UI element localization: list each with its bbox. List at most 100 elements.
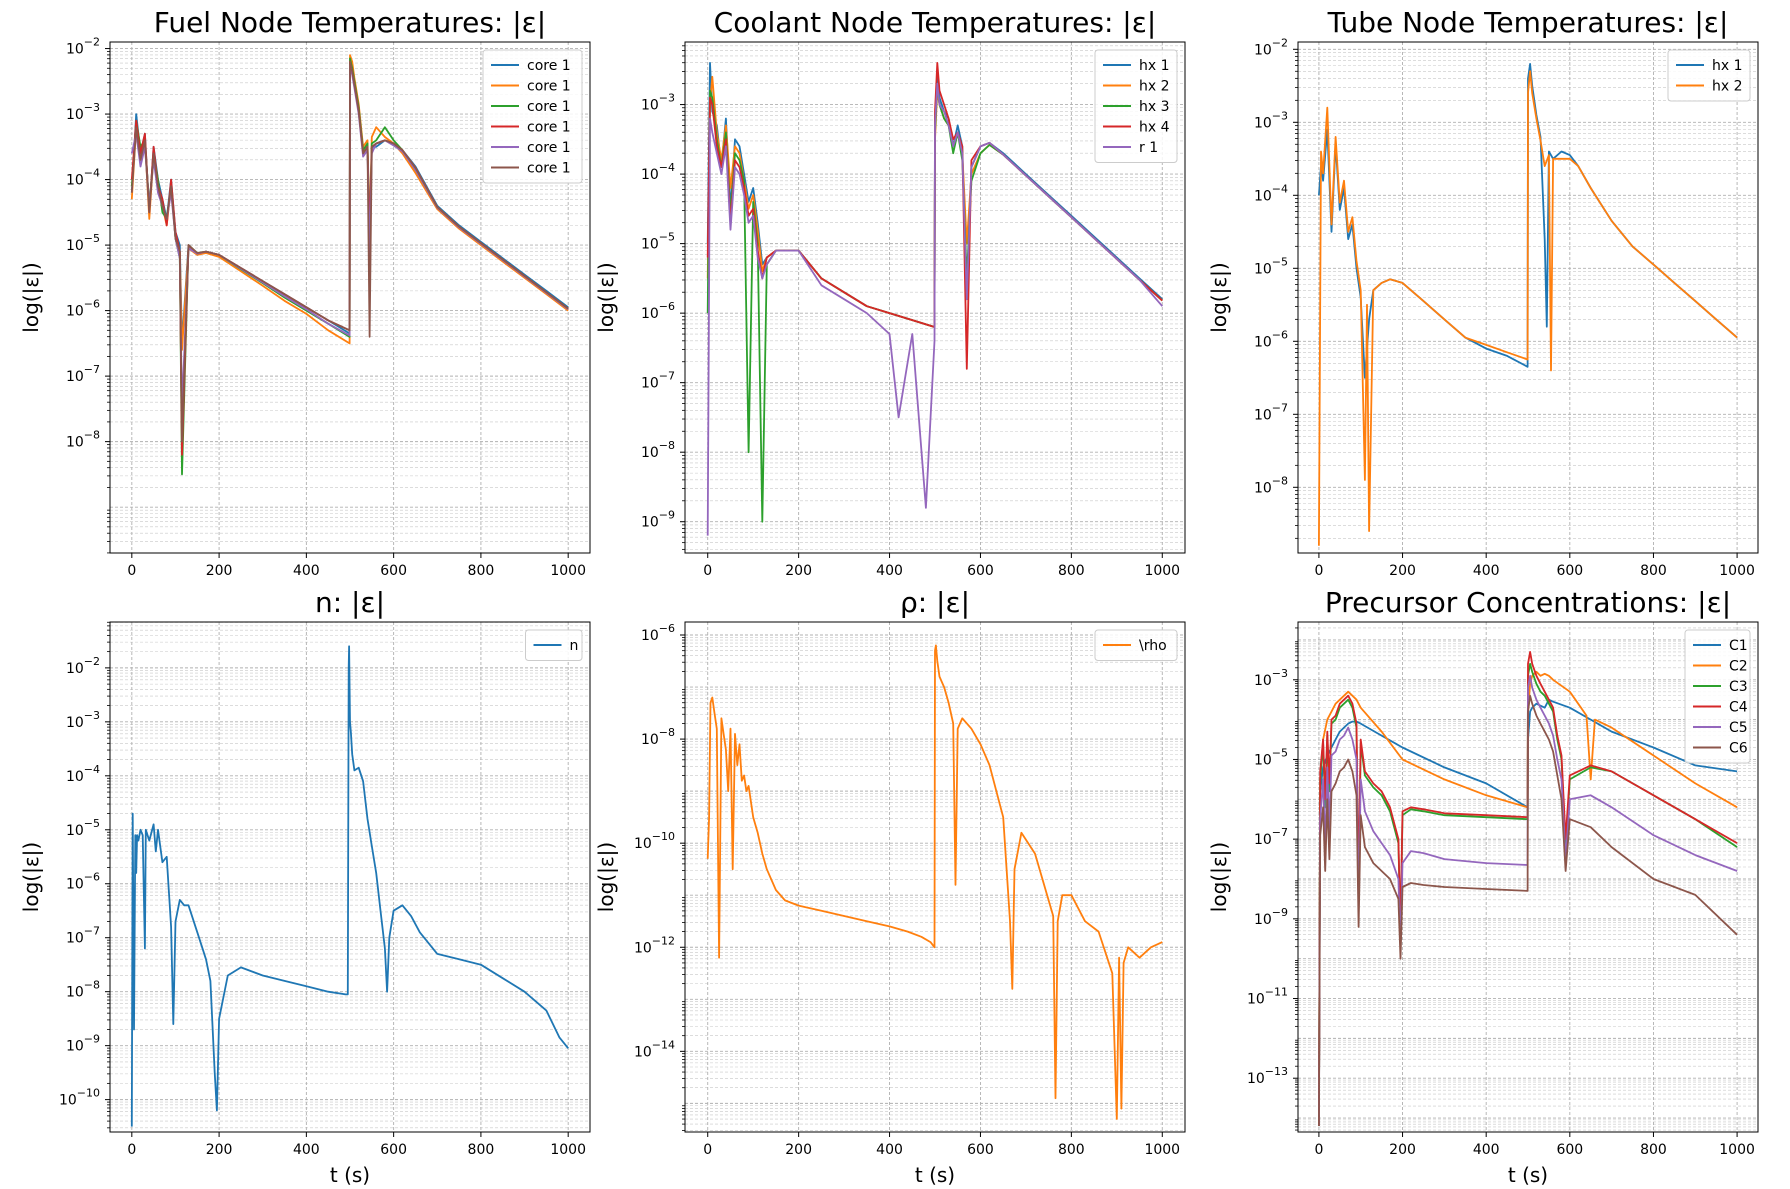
legend: core 1 core 1 core 1 core 1 core 1 core 1	[482, 49, 583, 184]
legend-label: C4	[1729, 700, 1748, 716]
y-tick-label: 10−10	[59, 1087, 100, 1109]
series-lines	[130, 645, 569, 1127]
y-tick-label: 10−4	[641, 161, 675, 183]
y-tick-label: 10−8	[641, 439, 675, 461]
legend-label: C6	[1729, 741, 1748, 757]
legend-box	[1094, 629, 1178, 661]
legend-label: hx 2	[1712, 79, 1743, 95]
x-tick-label: 800	[468, 1142, 495, 1158]
y-axis-label: log(|ε|)	[19, 262, 43, 332]
chart-panel-5: 0 200 400 600 800 1000 10−14 10−12 10−10 10−8 10−6…	[594, 586, 1186, 1187]
chart-panel-1: 0 200 400 600 800 1000 10−8 10−7 10−6 10−5 10−4 10−…	[19, 6, 591, 579]
y-tick-label: 10−6	[641, 300, 675, 322]
y-tick-exponent: −8	[84, 429, 100, 442]
y-tick-exponent: −6	[659, 622, 675, 635]
legend-box	[1094, 49, 1178, 163]
x-tick-label: 1000	[1144, 1142, 1180, 1158]
x-tick-label: 800	[1640, 563, 1667, 579]
y-tick-exponent: −6	[1272, 328, 1288, 341]
y-tick-exponent: −4	[84, 763, 100, 776]
x-tick-label: 400	[1473, 563, 1500, 579]
y-tick-exponent: −5	[84, 817, 100, 830]
x-tick-label: 400	[1473, 1142, 1500, 1158]
series-line-6	[130, 60, 569, 443]
series-line-4	[1318, 651, 1738, 1127]
legend: hx 1 hx 2 hx 3 hx 4 r 1	[1094, 49, 1178, 163]
grid-lines	[110, 621, 590, 1132]
y-tick-exponent: −3	[659, 92, 675, 105]
x-tick-label: 400	[293, 1142, 320, 1158]
y-tick-label: 10−8	[641, 726, 675, 748]
legend: n	[525, 629, 583, 661]
y-tick-label: 10−8	[1254, 474, 1288, 496]
legend-label: hx 1	[1712, 58, 1743, 74]
x-tick-label: 200	[1389, 563, 1416, 579]
y-tick-exponent: −8	[659, 726, 675, 739]
legend-label: core 1	[527, 120, 571, 136]
legend: hx 1 hx 2	[1667, 49, 1751, 102]
y-tick-label: 10−3	[66, 101, 100, 123]
plot-frame	[1297, 621, 1759, 1133]
x-tick-label: 0	[1314, 1142, 1323, 1158]
series-line-5	[1318, 674, 1738, 1127]
y-tick-exponent: −8	[84, 979, 100, 992]
plot-frame	[109, 41, 591, 554]
x-tick-label: 200	[785, 1142, 812, 1158]
series-line-1	[1318, 698, 1738, 1127]
chart-panel-2: 0 200 400 600 800 1000 10−9 10−8 10−7 10−6 10−5 10−…	[594, 6, 1186, 579]
y-tick-label: 10−10	[634, 830, 675, 852]
y-axis-label: log(|ε|)	[1207, 262, 1231, 332]
chart-title: Tube Node Temperatures: |ε|	[1327, 6, 1729, 39]
x-tick-label: 1000	[1719, 1142, 1755, 1158]
y-tick-exponent: −10	[77, 1087, 100, 1100]
y-tick-label: 10−9	[641, 509, 675, 531]
x-tick-label: 0	[127, 563, 136, 579]
legend-box	[1667, 49, 1751, 102]
y-tick-exponent: −6	[84, 298, 100, 311]
legend-label: hx 3	[1139, 99, 1170, 115]
legend-label: C5	[1729, 720, 1748, 736]
y-tick-exponent: −9	[1272, 906, 1288, 919]
y-tick-label: 10−5	[1254, 746, 1288, 768]
y-tick-label: 10−4	[66, 167, 100, 189]
y-tick-label: 10−9	[66, 1033, 100, 1055]
y-tick-exponent: −8	[1272, 474, 1288, 487]
legend-label: r 1	[1139, 140, 1158, 156]
x-tick-label: 1000	[1719, 563, 1755, 579]
chart-title: Fuel Node Temperatures: |ε|	[154, 6, 547, 39]
y-tick-label: 10−5	[66, 232, 100, 254]
x-tick-label: 800	[1640, 1142, 1667, 1158]
y-tick-label: 10−6	[641, 622, 675, 644]
y-tick-label: 10−6	[66, 871, 100, 893]
y-tick-exponent: −3	[1272, 667, 1288, 680]
y-tick-label: 10−7	[1254, 401, 1288, 423]
legend-label: core 1	[527, 161, 571, 177]
y-tick-exponent: −7	[1272, 401, 1288, 414]
legend-label: core 1	[527, 99, 571, 115]
chart-title: Coolant Node Temperatures: |ε|	[714, 6, 1157, 39]
legend-label: core 1	[527, 79, 571, 95]
x-tick-label: 800	[1058, 1142, 1085, 1158]
series-line-1	[130, 645, 569, 1127]
y-tick-label: 10−6	[1254, 328, 1288, 350]
y-tick-exponent: −5	[84, 232, 100, 245]
y-tick-exponent: −6	[659, 300, 675, 313]
y-tick-label: 10−8	[66, 979, 100, 1001]
legend-label: C2	[1729, 659, 1748, 675]
series-line-1	[706, 644, 1163, 1120]
y-tick-exponent: −6	[84, 871, 100, 884]
chart-title: Precursor Concentrations: |ε|	[1325, 586, 1731, 619]
y-tick-exponent: −8	[659, 439, 675, 452]
x-tick-label: 1000	[550, 1142, 586, 1158]
y-tick-exponent: −3	[84, 101, 100, 114]
y-tick-exponent: −5	[1272, 255, 1288, 268]
y-tick-exponent: −9	[84, 1033, 100, 1046]
y-tick-exponent: −9	[659, 509, 675, 522]
y-tick-label: 10−14	[634, 1038, 675, 1060]
y-tick-label: 10−3	[641, 92, 675, 114]
y-tick-exponent: −7	[1272, 826, 1288, 839]
x-axis-label: t (s)	[330, 1163, 370, 1187]
y-tick-label: 10−6	[66, 298, 100, 320]
y-tick-label: 10−7	[1254, 826, 1288, 848]
